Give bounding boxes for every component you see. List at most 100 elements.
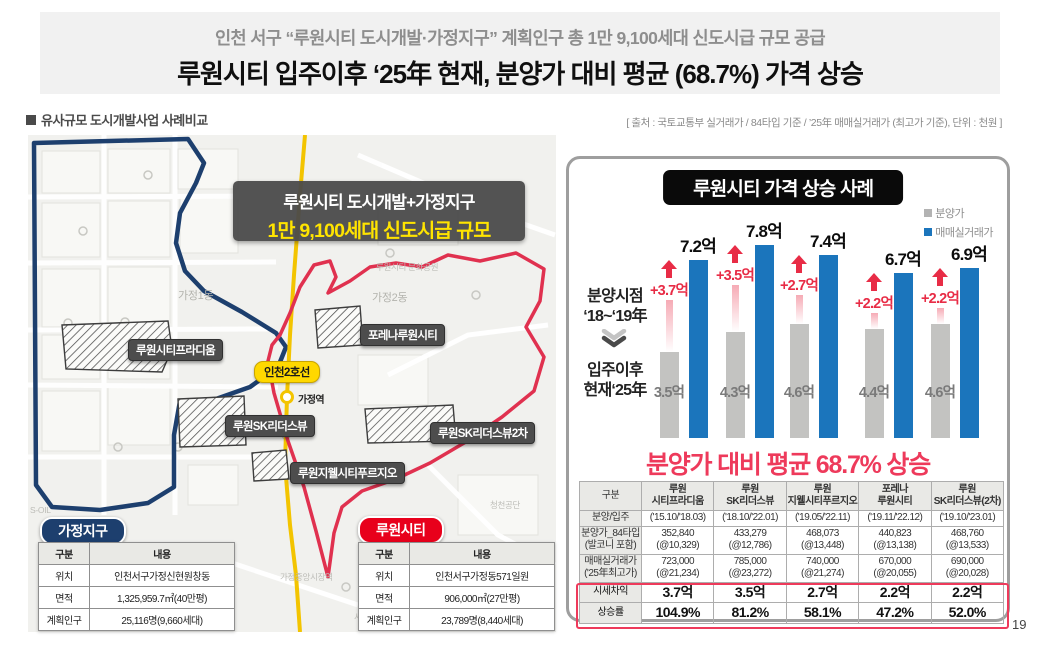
row-value: 1,325,959.7㎡(40만평) [89, 586, 235, 609]
arrow-tail [870, 312, 878, 330]
table-row: 분양가_84타입 (발코니 포함) 352,840 (@10,329) 433,27… [579, 525, 1004, 555]
arrow-tail [795, 295, 803, 325]
cell: 433,279 (@12,786) [713, 525, 787, 555]
table-row: 위치 인천서구가정동571일원 [358, 564, 555, 587]
map-bg-label: 가정2동 [372, 292, 408, 304]
cell: 2.2억 [930, 581, 1004, 603]
table-row: 계획인구 25,116명(9,660세대) [38, 608, 235, 631]
cell: 785,000 (@23,272) [713, 553, 787, 583]
table-header: 구분 [358, 542, 410, 565]
table-row: 계획인구 23,789명(8,440세대) [358, 608, 555, 631]
map-bg-label: 가정중앙시장역 [280, 572, 333, 582]
sale-price-label: 6.9억 [950, 244, 988, 264]
cell: 690,000 (@20,028) [930, 553, 1004, 583]
table-row: 면적 906,000㎡(27만평) [358, 586, 555, 609]
table-header: 루원 SK리더스뷰 [713, 481, 787, 511]
row-value: 906,000㎡(27만평) [409, 586, 555, 609]
map-bg-label: S-OIL [30, 505, 51, 515]
table-header: 루원 시티프라디움 [640, 481, 715, 511]
cell: 58.1% [785, 602, 860, 624]
cell: 2.7억 [785, 581, 860, 603]
row-label: 면적 [358, 586, 410, 609]
bar-presale-price [790, 324, 809, 438]
gajeong-pill: 가정지구 [40, 517, 126, 545]
price-chart-panel: 루원시티 가격 상승 사례 분양가 매매실거래가 분양시점 ‘18~‘19年 입… [566, 156, 1013, 629]
scale-info-line2: 1만 9,100세대 신도시급 규모 [267, 220, 492, 242]
bar-chart-area: 7.2억 3.5억 +3.7억 7.8억 4.3억 +3.5억 7.4억 4.6억 +2.7억 6… [569, 159, 1013, 438]
scale-info-box: 루원시티 도시개발+가정지구 1만 9,100세대 신도시급 규모 [233, 181, 525, 242]
row-value: 인천서구가정신현원창동 [89, 564, 235, 587]
sale-price-label: 7.4억 [809, 232, 847, 252]
source-note: [ 출처 : 국토교통부 실거래가 / 84타입 기준 / ’25年 매매실거래… [626, 117, 1002, 129]
cell: 47.2% [858, 602, 932, 624]
cell: 468,073 (@13,448) [785, 525, 860, 555]
luwon-table: 구분 내용 위치 인천서구가정동571일원 면적 906,000㎡(27만평) 계획… [358, 542, 555, 631]
bar-sale-price [960, 267, 979, 438]
presale-price-label: 4.6억 [924, 385, 956, 401]
cell: ('19.10/'23.01) [930, 510, 1004, 527]
table-header: 구분 [579, 481, 642, 511]
cell: ('19.05/'22.11) [785, 510, 860, 527]
up-arrow-icon [661, 260, 677, 279]
table-header: 루원 SK리더스뷰(2차) [930, 481, 1004, 511]
table-row-growth: 상승률 104.9% 81.2% 58.1% 47.2% 52.0% [579, 602, 1004, 624]
delta-label: +3.7억 [650, 283, 689, 300]
cell: ('19.11/'22.12) [858, 510, 932, 527]
up-arrow-icon [791, 255, 807, 274]
sale-swatch-icon [924, 228, 933, 236]
slide-title: 루원시티 입주이후 ‘25年 현재, 분양가 대비 평균 (68.7%) 가격 … [177, 59, 864, 89]
delta-label: +2.2억 [921, 290, 960, 307]
chart-title: 루원시티 가격 상승 사례 [663, 170, 904, 205]
up-arrow-icon [866, 272, 882, 292]
cell: 468,760 (@13,533) [930, 525, 1004, 555]
up-arrow-icon [727, 245, 743, 264]
row-label: 시세차익 [579, 581, 642, 603]
row-value: 23,789명(8,440세대) [409, 608, 555, 631]
cell: 740,000 (@21,274) [785, 553, 860, 583]
station-label: 가정역 [298, 395, 325, 406]
map-bg-label: 루원시티 문화공원 [376, 262, 439, 272]
period-line: 입주이후 [587, 362, 643, 379]
delta-indicator: +2.2억 [849, 272, 899, 330]
row-label: 계획인구 [358, 608, 410, 631]
table-header: 구분 [38, 542, 90, 565]
cell: ('18.10/'22.01) [713, 510, 787, 527]
row-value: 인천서구가정동571일원 [409, 564, 555, 587]
table-header: 내용 [89, 542, 235, 565]
delta-label: +2.7억 [780, 278, 819, 295]
delta-label: +3.5억 [716, 268, 755, 285]
row-label: 면적 [38, 586, 90, 609]
row-label: 계획인구 [38, 608, 90, 631]
row-value: 25,116명(9,660세대) [89, 608, 235, 631]
presale-period-label: 분양시점 ‘18~‘19年 [577, 287, 653, 327]
presale-price-label: 4.3억 [719, 385, 751, 401]
badge-pradium: 루원시티프라디움 [128, 339, 224, 361]
delta-label: +2.2억 [855, 295, 894, 312]
table-row: 위치 인천서구가정신현원창동 [38, 564, 235, 587]
presale-price-label: 4.4억 [858, 385, 890, 401]
cell: 352,840 (@10,329) [640, 525, 715, 555]
row-label: 분양/입주 [579, 510, 642, 527]
bar-sale-price [819, 255, 838, 438]
current-period-label: 입주이후 현재‘25年 [577, 361, 653, 401]
row-label: 매매실거래가 ('25年최고가) [579, 553, 642, 583]
row-label: 분양가_84타입 (발코니 포함) [579, 525, 642, 555]
map-panel: 가정1동 가정2동 루원시티 문화공원 청천공단 가정중앙시장역 서구문화회관 … [28, 135, 556, 632]
sale-price-label: 7.8억 [745, 222, 783, 242]
presale-price-label: 4.6억 [783, 385, 815, 401]
slide-subtitle: 인천 서구 “루원시티 도시개발·가정지구” 계획인구 총 1만 9,100세대… [214, 28, 826, 48]
table-header: 내용 [409, 542, 555, 565]
summary-text: 분양가 대비 평균 68.7% 상승 [645, 451, 931, 479]
bar-sale-price [894, 272, 913, 438]
cell: ('15.10/'18.03) [640, 510, 715, 527]
cell: 3.5억 [713, 581, 787, 603]
gajeong-table: 구분 내용 위치 인천서구가정신현원창동 면적 1,325,959.7㎡(40만평)… [38, 542, 235, 631]
table-row-margin: 시세차익 3.7억 3.5억 2.7억 2.2억 2.2억 [579, 581, 1004, 603]
table-header-row: 구분 루원 시티프라디움 루원 SK리더스뷰 루원 지웰시티푸르지오 포레나 루원시티 … [579, 481, 1004, 511]
presale-swatch-icon [924, 209, 933, 217]
row-label: 상승률 [579, 602, 642, 624]
delta-indicator: +2.7억 [774, 255, 824, 325]
page-number: 19 [1012, 617, 1027, 632]
legend-label: 매매실거래가 [935, 227, 993, 239]
